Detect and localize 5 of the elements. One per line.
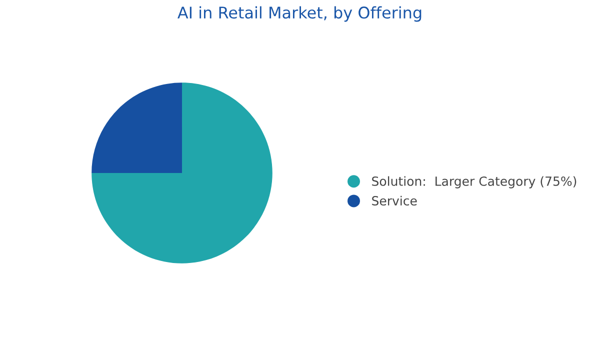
chart-title: AI in Retail Market, by Offering bbox=[178, 6, 422, 22]
legend-label: Solution: Larger Category (75%) bbox=[372, 176, 576, 188]
pie-slice bbox=[92, 82, 272, 264]
legend-label: Service bbox=[372, 196, 417, 206]
pie-slice bbox=[92, 82, 182, 173]
